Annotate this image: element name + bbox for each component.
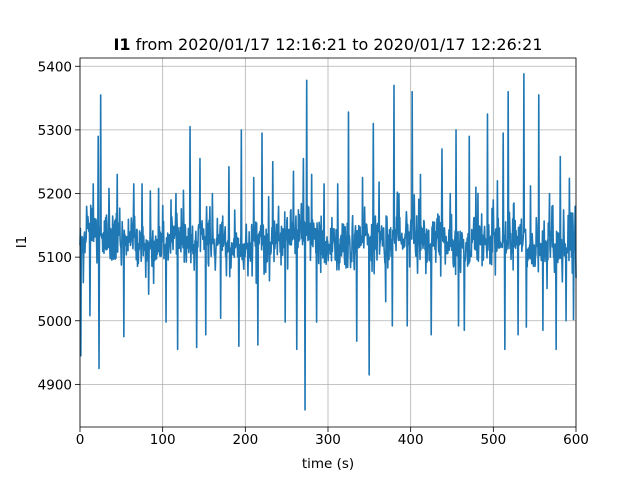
y-tick-label: 5400 bbox=[38, 59, 72, 75]
series-layer bbox=[79, 73, 577, 411]
y-axis-label: I1 bbox=[14, 236, 30, 249]
x-tick-label: 300 bbox=[315, 432, 341, 448]
tick-layer: 0 100 200 300 400 500 600 4900 5000 5100 5200 5300 5… bbox=[38, 59, 589, 448]
series-line bbox=[79, 73, 577, 411]
plot-frame bbox=[79, 57, 577, 428]
y-tick-label: 5200 bbox=[38, 187, 72, 203]
y-tick-label: 4900 bbox=[38, 377, 72, 393]
chart-title-suffix: from 2020/01/17 12:16:21 to 2020/01/17 1… bbox=[131, 35, 543, 54]
y-tick-label: 5100 bbox=[38, 250, 72, 266]
x-tick-label: 400 bbox=[398, 432, 424, 448]
x-tick-label: 600 bbox=[563, 432, 589, 448]
x-tick-label: 500 bbox=[480, 432, 506, 448]
x-axis-label: time (s) bbox=[302, 456, 354, 472]
x-tick-label: 200 bbox=[232, 432, 258, 448]
chart-title-prefix: I1 bbox=[113, 35, 130, 54]
x-tick-label: 0 bbox=[76, 432, 85, 448]
y-tick-label: 5300 bbox=[38, 123, 72, 139]
chart-title: I1 from 2020/01/17 12:16:21 to 2020/01/1… bbox=[113, 35, 542, 54]
y-tick-label: 5000 bbox=[38, 314, 72, 330]
x-tick-label: 100 bbox=[150, 432, 176, 448]
